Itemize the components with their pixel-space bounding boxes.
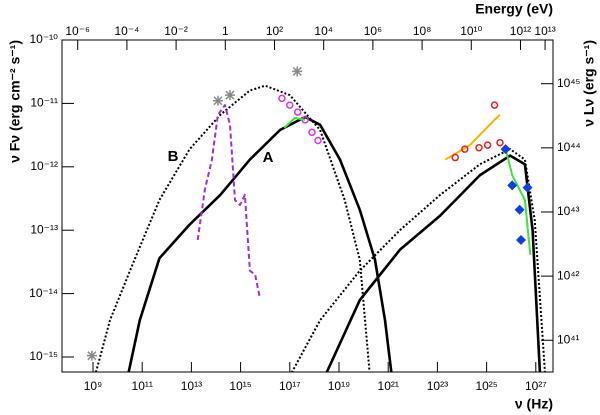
x-tick-label: 10¹³	[181, 379, 202, 393]
x-tick-label: 10²¹	[378, 379, 399, 393]
series-line	[196, 104, 261, 299]
annotation: B	[168, 148, 179, 165]
series-line	[283, 116, 306, 129]
series-line	[325, 154, 542, 372]
x-tick-label: 10¹⁹	[328, 379, 350, 393]
annotation: A	[263, 149, 274, 166]
data-point	[507, 180, 518, 191]
x2-tick-label: 10⁻⁴	[114, 24, 139, 38]
y-tick-label: 10⁻¹⁴	[29, 286, 58, 300]
x2-tick-label: 10⁴	[314, 24, 333, 38]
x2-tick-label: 10⁸	[413, 24, 431, 38]
x2-tick-label: 1	[222, 24, 229, 38]
data-point	[496, 138, 504, 147]
data-point	[461, 145, 469, 153]
series-line	[290, 148, 546, 372]
y2-tick-label: 10⁴⁴	[557, 140, 581, 154]
y-tick-label: 10⁻¹¹	[30, 96, 58, 110]
data-point	[483, 141, 492, 149]
data-point	[475, 143, 483, 152]
y-tick-label: 10⁻¹⁵	[29, 349, 58, 363]
data-point	[212, 95, 223, 106]
x2-tick-label: 10¹²	[510, 24, 531, 38]
y2-tick-label: 10⁴¹	[557, 332, 580, 346]
x2-tick-label: 10⁶	[364, 24, 382, 38]
y-tick-label: 10⁻¹³	[30, 222, 58, 236]
x-tick-label: 10¹⁵	[229, 379, 251, 393]
y-tick-label: 10⁻¹⁰	[30, 32, 59, 46]
data-point	[490, 101, 499, 109]
series-line	[504, 148, 532, 255]
x2-tick-label: 10⁻⁶	[65, 24, 90, 38]
x-tick-label: 10¹⁷	[279, 379, 301, 393]
y2-axis-title: ν Lν (erg s⁻¹)	[581, 40, 597, 127]
x-tick-label: 10²⁵	[475, 379, 497, 393]
data-point	[286, 101, 294, 109]
y2-tick-label: 10⁴⁵	[557, 76, 581, 90]
data-point	[451, 153, 459, 162]
x2-tick-label: 10¹³	[534, 24, 555, 38]
series-line	[127, 115, 393, 372]
data-point	[293, 108, 302, 116]
y-axis-title: ν Fν (erg cm⁻² s⁻¹)	[7, 40, 23, 163]
data-point	[522, 182, 533, 193]
x2-tick-label: 10¹⁰	[460, 24, 482, 38]
x-tick-label: 10²⁷	[525, 379, 547, 393]
x-tick-label: 10⁹	[84, 379, 103, 393]
data-point	[314, 136, 322, 145]
x2-axis-title: Energy (eV)	[475, 1, 553, 17]
plot-area	[86, 66, 546, 372]
data-point	[292, 66, 303, 77]
data-point	[86, 350, 97, 361]
x2-tick-label: 10⁻²	[164, 24, 188, 38]
x-tick-label: 10²³	[427, 379, 448, 393]
data-point	[515, 235, 526, 246]
x2-tick-label: 10²	[266, 24, 283, 38]
y2-tick-label: 10⁴²	[557, 268, 580, 282]
x-axis-title: ν (Hz)	[515, 396, 553, 412]
y-tick-label: 10⁻¹²	[30, 159, 58, 173]
data-point	[308, 128, 316, 137]
data-point	[278, 94, 286, 103]
plot-frame	[61, 39, 554, 373]
x-tick-label: 10¹¹	[132, 379, 153, 393]
data-point	[224, 90, 235, 101]
y2-tick-label: 10⁴³	[557, 204, 580, 218]
series-line	[444, 114, 501, 161]
data-point	[514, 204, 525, 215]
data-point	[500, 144, 511, 155]
